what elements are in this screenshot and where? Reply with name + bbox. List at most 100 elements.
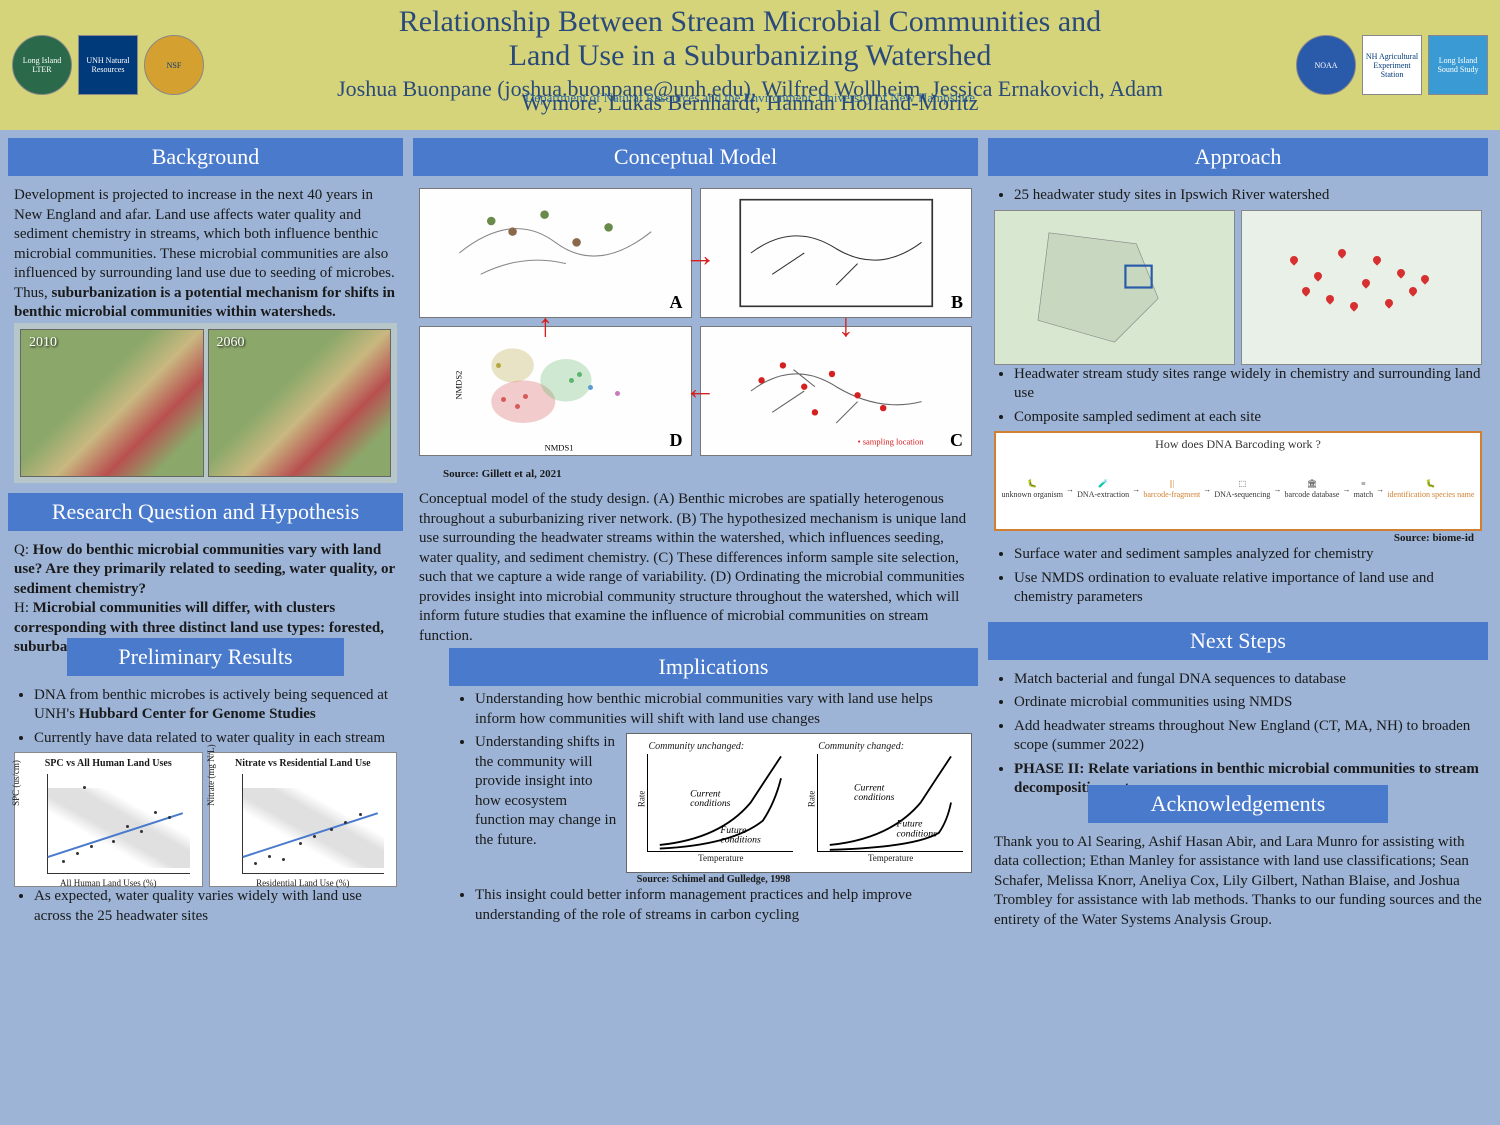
q-text: How do benthic microbial communities var… xyxy=(14,542,395,597)
dna-barcoding-figure: How does DNA Barcoding work ? 🐛unknown o… xyxy=(994,431,1482,531)
arrow-b-c: ↓ xyxy=(838,307,854,344)
impl-p1-y: Rate xyxy=(637,790,649,807)
column-left: Background Development is projected to i… xyxy=(8,138,403,1117)
svg-text:conditions: conditions xyxy=(691,798,732,809)
dna-title: How does DNA Barcoding work ? xyxy=(1000,437,1476,453)
svg-text:NMDS2: NMDS2 xyxy=(453,371,463,400)
logo-noaa: NOAA xyxy=(1296,35,1356,95)
prelim-b1-bold: Hubbard Center for Genome Studies xyxy=(79,706,316,722)
chart-spc-title: SPC vs All Human Land Uses xyxy=(19,757,198,770)
svg-text:conditions: conditions xyxy=(897,828,938,839)
dna-source: Source: biome-id xyxy=(994,531,1482,545)
next-b1: Match bacterial and fungal DNA sequences… xyxy=(1014,670,1482,690)
dna-step-2: |||barcode-fragment xyxy=(1143,479,1200,500)
poster-title-1: Relationship Between Stream Microbial Co… xyxy=(204,5,1296,40)
panel-a-label: A xyxy=(670,292,683,313)
logo-unh: UNH Natural Resources xyxy=(78,35,138,95)
impl-panel-2: Community changed: Rate Currentcondition… xyxy=(817,754,963,852)
authors-line-2: Wymore, Lukas Bernhardt, Hannah Holland-… xyxy=(204,90,1296,116)
impl-p2-title: Community changed: xyxy=(818,740,904,753)
map-sites xyxy=(1241,210,1482,365)
impl-bullet-1: Understanding how benthic microbial comm… xyxy=(475,690,972,729)
chart-nitrate-ylabel: Nitrate (mg N/L) xyxy=(206,744,218,805)
logos-left: Long Island LTER UNH Natural Resources N… xyxy=(12,35,204,95)
implications-wrap: Implications Understanding how benthic m… xyxy=(413,648,978,933)
column-middle: Conceptual Model A B NMDS2 NMDS1 D • samp… xyxy=(413,138,978,1117)
logos-right: NOAA NH Agricultural Experiment Station … xyxy=(1296,35,1488,95)
logo-nsf: NSF xyxy=(144,35,204,95)
rq-heading: Research Question and Hypothesis xyxy=(8,493,403,531)
dna-step-1: 🧪DNA-extraction xyxy=(1077,479,1129,500)
impl-p2-x: Temperature xyxy=(818,853,963,865)
panel-d-label: D xyxy=(670,430,683,451)
logo-nhaes: NH Agricultural Experiment Station xyxy=(1362,35,1422,95)
chart-spc-ylabel: SPC (us/cm) xyxy=(11,760,23,806)
impl-p1-x: Temperature xyxy=(648,853,793,865)
approach-heading: Approach xyxy=(988,138,1488,176)
panel-b-label: B xyxy=(951,292,963,313)
chart-spc-plot xyxy=(47,774,190,874)
map-regional xyxy=(994,210,1235,365)
chart-spc: SPC vs All Human Land Uses SPC (us/cm) A… xyxy=(14,752,203,887)
dna-step-6: 🐛identification species name xyxy=(1387,479,1474,500)
background-bold: suburbanization is a potential mechanism… xyxy=(14,285,395,321)
svg-text:NMDS1: NMDS1 xyxy=(545,443,574,453)
approach-b1: 25 headwater study sites in Ipswich Rive… xyxy=(1014,186,1482,206)
concept-panel-c: • sampling location C xyxy=(700,326,973,456)
concept-panel-b: B xyxy=(700,188,973,318)
chart-spc-xlabel: All Human Land Uses (%) xyxy=(19,878,198,890)
dna-step-0: 🐛unknown organism xyxy=(1002,479,1063,500)
conceptual-grid: A B NMDS2 NMDS1 D • sampling location C →… xyxy=(413,182,978,462)
background-text: Development is projected to increase in … xyxy=(14,187,395,301)
poster-header: Long Island LTER UNH Natural Resources N… xyxy=(0,0,1500,130)
arrow-d-a: ↑ xyxy=(537,307,553,344)
year-2010: 2010 xyxy=(29,334,57,352)
landuse-map-2010: 2010 xyxy=(20,329,204,477)
landuse-map-2060: 2060 xyxy=(208,329,392,477)
logo-lter: Long Island LTER xyxy=(12,35,72,95)
q-label: Q: xyxy=(14,542,33,558)
conceptual-source: Source: Gillett et al, 2021 xyxy=(413,468,978,480)
svg-text:• sampling location: • sampling location xyxy=(857,436,924,446)
dna-step-4: 🏛barcode database xyxy=(1285,479,1340,500)
background-heading: Background xyxy=(8,138,403,176)
implications-body: Understanding how benthic microbial comm… xyxy=(449,686,978,933)
arrow-a-b: → xyxy=(684,237,716,274)
next-b2: Ordinate microbial communities using NMD… xyxy=(1014,693,1482,713)
prelim-bullet-3: As expected, water quality varies widely… xyxy=(34,887,397,926)
panel-c-label: C xyxy=(950,430,963,451)
column-right: Approach 25 headwater study sites in Ips… xyxy=(988,138,1488,1117)
prelim-bullet-1: DNA from benthic microbes is actively be… xyxy=(34,686,397,725)
dna-step-5: ≡match xyxy=(1354,479,1374,500)
concept-panel-d: NMDS2 NMDS1 D xyxy=(419,326,692,456)
title-block: Relationship Between Stream Microbial Co… xyxy=(204,5,1296,126)
logo-liss: Long Island Sound Study xyxy=(1428,35,1488,95)
svg-text:conditions: conditions xyxy=(721,835,762,846)
chart-nitrate-xlabel: Residential Land Use (%) xyxy=(214,878,393,890)
impl-bullet-2: Understanding shifts in the community wi… xyxy=(475,733,620,850)
chart-nitrate: Nitrate vs Residential Land Use Nitrate … xyxy=(209,752,398,887)
conceptual-heading: Conceptual Model xyxy=(413,138,978,176)
conceptual-caption: Conceptual model of the study design. (A… xyxy=(413,486,978,650)
approach-b2: Headwater stream study sites range widel… xyxy=(1014,365,1482,404)
approach-body: 25 headwater study sites in Ipswich Rive… xyxy=(988,182,1488,616)
ack-heading: Acknowledgements xyxy=(1088,785,1388,823)
chart-nitrate-title: Nitrate vs Residential Land Use xyxy=(214,757,393,770)
impl-p2-y: Rate xyxy=(807,790,819,807)
next-b3: Add headwater streams throughout New Eng… xyxy=(1014,717,1482,756)
next-heading: Next Steps xyxy=(988,622,1488,660)
landuse-projection-figure: 2010 2060 xyxy=(14,323,397,483)
background-body: Development is projected to increase in … xyxy=(8,182,403,487)
concept-panel-a: A xyxy=(419,188,692,318)
prelim-heading: Preliminary Results xyxy=(67,638,344,676)
prelim-body: DNA from benthic microbes is actively be… xyxy=(8,682,403,935)
impl-bullet-3: This insight could better inform managem… xyxy=(475,886,972,925)
approach-b5: Use NMDS ordination to evaluate relative… xyxy=(1014,569,1482,608)
impl-p1-title: Community unchanged: xyxy=(648,740,744,753)
impl-fig-source: Source: Schimel and Gulledge, 1998 xyxy=(455,873,972,886)
svg-text:conditions: conditions xyxy=(854,792,895,803)
poster-title-2: Land Use in a Suburbanizing Watershed xyxy=(204,39,1296,74)
implications-heading: Implications xyxy=(449,648,978,686)
poster-content: Background Development is projected to i… xyxy=(0,130,1500,1125)
prelim-charts: SPC vs All Human Land Uses SPC (us/cm) A… xyxy=(14,752,397,887)
